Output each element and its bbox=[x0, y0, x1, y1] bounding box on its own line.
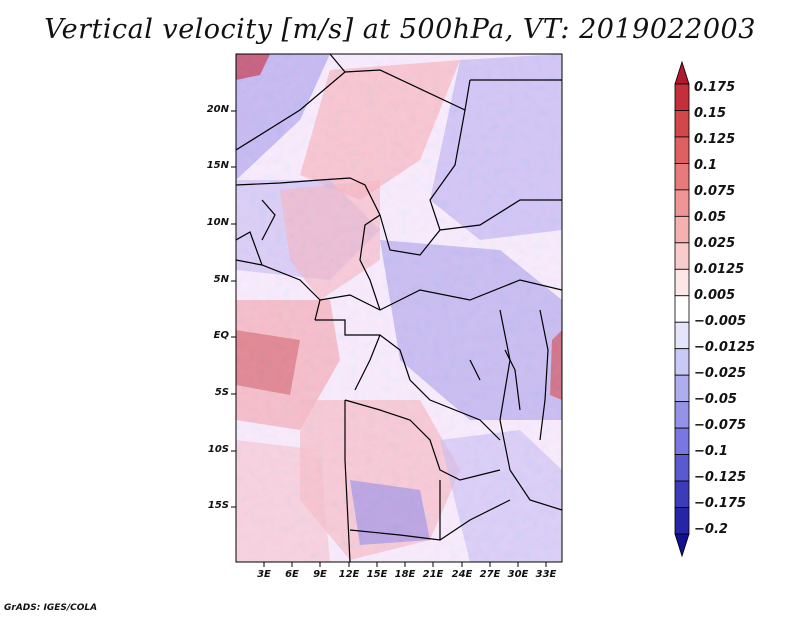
colorbar-label: −0.125 bbox=[694, 470, 747, 485]
lat-label-15n: 15N bbox=[206, 160, 229, 171]
colorbar-segment bbox=[674, 268, 690, 297]
colorbar-segment bbox=[674, 321, 690, 350]
lon-label-18e: 18E bbox=[394, 569, 416, 580]
colorbar-segment bbox=[674, 242, 690, 270]
colorbar-segment bbox=[674, 189, 690, 217]
colorbar-label: −0.2 bbox=[694, 522, 728, 537]
colorbar-label: 0.175 bbox=[694, 80, 736, 95]
colorbar-label: −0.025 bbox=[694, 366, 747, 381]
colorbar-segment bbox=[674, 454, 690, 482]
lon-label-27e: 27E bbox=[479, 569, 501, 580]
lat-label-10n: 10N bbox=[206, 217, 229, 228]
lon-label-24e: 24E bbox=[451, 569, 473, 580]
colorbar-segment bbox=[674, 110, 690, 138]
colorbar-label: −0.075 bbox=[694, 418, 747, 433]
lat-label-5s: 5S bbox=[214, 387, 229, 398]
lon-label-6e: 6E bbox=[285, 569, 299, 580]
colorbar-segment bbox=[674, 533, 690, 558]
colorbar-segment bbox=[674, 136, 690, 164]
lat-ticks bbox=[231, 110, 236, 508]
lat-label-15s: 15S bbox=[207, 500, 229, 511]
colorbar-segment bbox=[674, 163, 690, 191]
colorbar-segment bbox=[674, 348, 690, 376]
velocity-field bbox=[236, 54, 562, 562]
lon-label-21e: 21E bbox=[422, 569, 444, 580]
colorbar-label: 0.05 bbox=[694, 210, 727, 225]
colorbar-label: 0.025 bbox=[694, 236, 736, 251]
colorbar-segment bbox=[674, 215, 690, 244]
lon-label-30e: 30E bbox=[507, 569, 529, 580]
colorbar-label: 0.075 bbox=[694, 184, 736, 199]
lat-label-eq: EQ bbox=[213, 330, 229, 341]
colorbar-segment bbox=[674, 427, 690, 455]
footer-credit: GrADS: IGES/COLA bbox=[4, 603, 98, 613]
colorbar-label: −0.1 bbox=[694, 444, 728, 459]
colorbar-label: 0.125 bbox=[694, 132, 736, 147]
lat-label-20n: 20N bbox=[206, 104, 229, 115]
colorbar bbox=[674, 60, 690, 558]
colorbar-segment bbox=[674, 507, 690, 535]
colorbar-segment bbox=[674, 401, 690, 429]
colorbar-label: 0.15 bbox=[694, 106, 727, 121]
lat-label-10s: 10S bbox=[207, 444, 229, 455]
colorbar-label: −0.05 bbox=[694, 392, 737, 407]
colorbar-segment bbox=[674, 60, 690, 85]
chart-title: Vertical velocity [m/s] at 500hPa, VT: 2… bbox=[44, 14, 756, 45]
lon-label-15e: 15E bbox=[366, 569, 388, 580]
colorbar-label: −0.005 bbox=[694, 314, 747, 329]
country-borders bbox=[236, 54, 562, 562]
colorbar-segment bbox=[674, 83, 690, 111]
lon-label-3e: 3E bbox=[257, 569, 271, 580]
lat-label-5n: 5N bbox=[213, 274, 229, 285]
map-frame bbox=[235, 53, 563, 563]
lon-label-12e: 12E bbox=[338, 569, 360, 580]
colorbar-label: 0.005 bbox=[694, 288, 736, 303]
colorbar-label: −0.175 bbox=[694, 496, 747, 511]
colorbar-label: −0.0125 bbox=[694, 340, 756, 355]
colorbar-segment bbox=[674, 480, 690, 508]
lon-ticks bbox=[263, 562, 547, 567]
colorbar-label: 0.0125 bbox=[694, 262, 745, 277]
colorbar-label: 0.1 bbox=[694, 158, 718, 173]
lon-label-9e: 9E bbox=[313, 569, 327, 580]
colorbar-segment bbox=[674, 295, 690, 323]
lon-label-33e: 33E bbox=[535, 569, 557, 580]
colorbar-segment bbox=[674, 374, 690, 403]
